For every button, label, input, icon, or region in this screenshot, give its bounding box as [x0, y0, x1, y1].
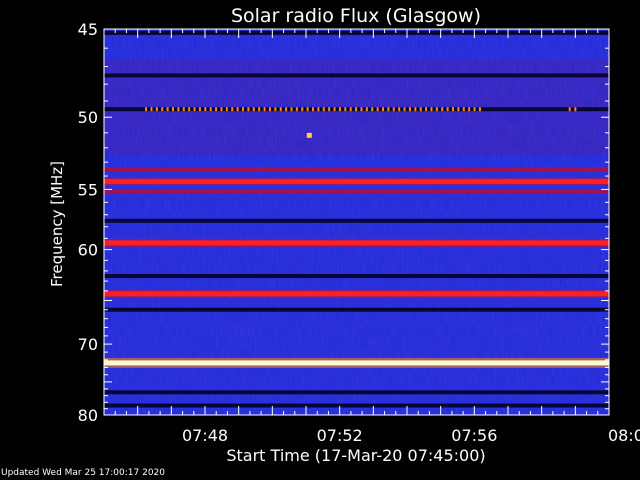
burst-dot: [435, 107, 438, 112]
band: [104, 274, 609, 279]
burst-dot: [312, 107, 315, 112]
y-tick-label: 45: [78, 20, 98, 39]
plot-area: [104, 29, 609, 415]
burst-dot: [252, 107, 255, 112]
x-axis: 07:48 07:52 07:56 08:00: [103, 29, 640, 445]
y-tick-label: 50: [78, 108, 98, 127]
burst-dot: [268, 107, 271, 112]
burst-dot: [328, 107, 331, 112]
burst-dot: [306, 107, 309, 112]
burst-dot: [172, 107, 175, 112]
band: [104, 307, 609, 312]
band: [104, 167, 609, 172]
y-axis: 45 50 55 60 70 80: [78, 20, 609, 425]
band: [104, 73, 609, 78]
burst-dot: [182, 107, 185, 112]
burst-dot: [193, 107, 196, 112]
burst-dot: [425, 107, 428, 112]
burst-dot: [274, 107, 277, 112]
band: [104, 403, 609, 408]
burst-dot: [285, 107, 288, 112]
burst-dot: [204, 107, 207, 112]
burst-dot: [155, 107, 158, 112]
burst-dot: [188, 107, 191, 112]
burst-dot: [387, 107, 390, 112]
burst-dot: [279, 107, 282, 112]
burst-dot: [263, 107, 266, 112]
burst-dot: [478, 107, 481, 112]
burst-dot: [150, 107, 153, 112]
burst-dot: [242, 107, 245, 112]
plot-frame: [103, 28, 610, 416]
burst-dot: [231, 107, 234, 112]
burst-dot: [225, 107, 228, 112]
burst-dot: [258, 107, 261, 112]
burst-dot: [333, 107, 336, 112]
burst-dot: [419, 107, 422, 112]
burst-dot: [145, 107, 148, 112]
burst-dot: [430, 107, 433, 112]
x-tick-label: 08:00: [608, 426, 640, 445]
burst-dot: [247, 107, 250, 112]
band: [104, 190, 609, 195]
x-tick-label: 07:52: [317, 426, 363, 445]
burst-dot: [220, 107, 223, 112]
burst-dot: [198, 107, 201, 112]
burst-dot: [236, 107, 239, 112]
y-tick-label: 55: [78, 180, 98, 199]
burst-dot: [468, 107, 471, 112]
burst-dot: [349, 107, 352, 112]
band: [104, 178, 609, 184]
burst-dot: [382, 107, 385, 112]
burst-dot: [166, 107, 169, 112]
burst-dot: [441, 107, 444, 112]
burst-spot: [306, 132, 312, 138]
burst-dot: [371, 107, 374, 112]
y-tick-label: 60: [78, 241, 98, 260]
burst-dot: [408, 107, 411, 112]
burst-dot: [338, 107, 341, 112]
burst-dot: [161, 107, 164, 112]
band: [104, 240, 609, 246]
burst-dot: [344, 107, 347, 112]
burst-dot: [322, 107, 325, 112]
burst-dot: [376, 107, 379, 112]
band: [104, 390, 609, 395]
burst-dot: [568, 107, 571, 112]
burst-dot: [360, 107, 363, 112]
burst-dot: [295, 107, 298, 112]
burst-dot: [209, 107, 212, 112]
burst-dot: [177, 107, 180, 112]
burst-dot: [355, 107, 358, 112]
bursts-layer: [145, 107, 577, 138]
burst-dot: [215, 107, 218, 112]
band: [104, 30, 609, 35]
burst-dot: [414, 107, 417, 112]
band: [104, 291, 609, 297]
burst-dot: [301, 107, 304, 112]
burst-dot: [473, 107, 476, 112]
updated-timestamp: Updated Wed Mar 25 17:00:17 2020: [1, 468, 165, 478]
band: [104, 218, 609, 223]
y-axis-label: Frequency [MHz]: [48, 161, 66, 287]
burst-dot: [392, 107, 395, 112]
x-axis-label: Start Time (17-Mar-20 07:45:00): [226, 446, 485, 465]
chart-title: Solar radio Flux (Glasgow): [231, 5, 481, 27]
burst-dot: [365, 107, 368, 112]
burst-dot: [446, 107, 449, 112]
burst-dot: [403, 107, 406, 112]
burst-dot: [574, 107, 577, 112]
burst-dot: [290, 107, 293, 112]
x-tick-label: 07:56: [451, 426, 497, 445]
burst-dot: [457, 107, 460, 112]
y-tick-label: 80: [78, 406, 98, 425]
y-tick-label: 70: [78, 335, 98, 354]
burst-dot: [462, 107, 465, 112]
burst-dot: [398, 107, 401, 112]
burst-dot: [317, 107, 320, 112]
band: [104, 360, 609, 366]
x-tick-label: 07:48: [182, 426, 228, 445]
burst-dot: [452, 107, 455, 112]
